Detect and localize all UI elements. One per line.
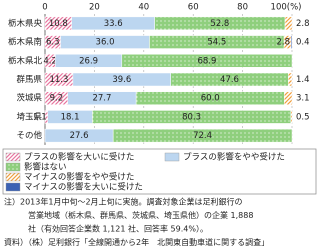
x-tick-label: 40 [138,3,149,13]
data-label: 72.4 [193,131,212,141]
legend-swatch [164,152,180,162]
data-label: 0.4 [296,38,310,48]
legend-box [2,148,317,195]
data-label: 1.4 [296,75,310,85]
bar-segment [288,72,293,87]
y-tick-label: 群馬県 [16,74,42,85]
data-label: 54.5 [207,38,226,48]
legend-swatch [5,182,21,192]
data-label: 1.1 [33,112,47,122]
data-label: 27.6 [70,131,89,141]
legend-label: プラスの影響をやや受けた [183,152,285,163]
data-label: 2.8 [296,19,310,29]
bar-segment [112,128,293,143]
data-label: 68.9 [197,56,216,66]
x-tick-label: 20 [89,3,100,13]
note: 注）2013年1月中旬〜2月上旬に実施。調査対象企業は足利銀行の [4,197,243,207]
legend-swatch [5,172,21,182]
data-label: 80.3 [182,112,201,122]
data-label: 60.0 [201,94,220,104]
x-tick-label: 60 [188,3,199,13]
bar-segment [121,54,293,68]
note: 営業地域（栃木県、群馬県、茨城県、埼玉県他）の企業 1,888 [28,210,253,220]
note: 資料）（株）足利銀行「全線開通から2年 北関東自動車道に関する調査」 [4,237,269,246]
data-label: 26.9 [79,56,98,66]
bar-segment [284,16,293,31]
data-label: 18.1 [61,112,80,122]
note: 社（有効回答企業数 1,121 社、回答率 59.4%）。 [28,224,208,234]
y-tick-label: 栃木県北 [8,55,43,66]
x-tick-label: 0 [42,3,47,13]
legend-swatch [5,152,21,162]
x-tick-label: 100(%) [271,3,302,13]
data-label: 33.6 [104,19,123,29]
data-label: 47.6 [220,75,239,85]
y-tick-label: 茨城県 [16,93,42,104]
bar-segment [290,110,293,124]
legend-label: マイナスの影響をやや受けた [24,172,134,183]
bar-segment [290,35,293,49]
y-tick-label: その他 [16,130,42,141]
data-label: 11.3 [49,75,68,85]
data-label: 52.8 [210,19,229,29]
x-tick-label: 80 [237,3,248,13]
data-label: 39.6 [112,75,131,85]
data-label: 6.3 [46,38,60,48]
legend-swatch [5,162,21,172]
y-tick-label: 栃木県南 [8,37,42,48]
bar-segment [284,91,293,105]
data-label: 10.8 [49,19,68,29]
data-label: 2.8 [276,38,290,48]
data-label: 9.2 [50,94,64,104]
data-label: 4.2 [43,56,57,66]
legend-label: 影響はない [24,162,67,173]
data-label: 27.7 [92,94,111,104]
legend-label: プラスの影響を大いに受けた [24,152,134,163]
data-label: 0.5 [296,112,310,122]
legend-label: マイナスの影響を大いに受けた [24,182,143,193]
y-tick-label: 埼玉県 [16,111,42,122]
data-label: 3.1 [296,94,310,104]
y-tick-label: 栃木県央 [8,18,43,29]
data-label: 36.0 [96,38,115,48]
